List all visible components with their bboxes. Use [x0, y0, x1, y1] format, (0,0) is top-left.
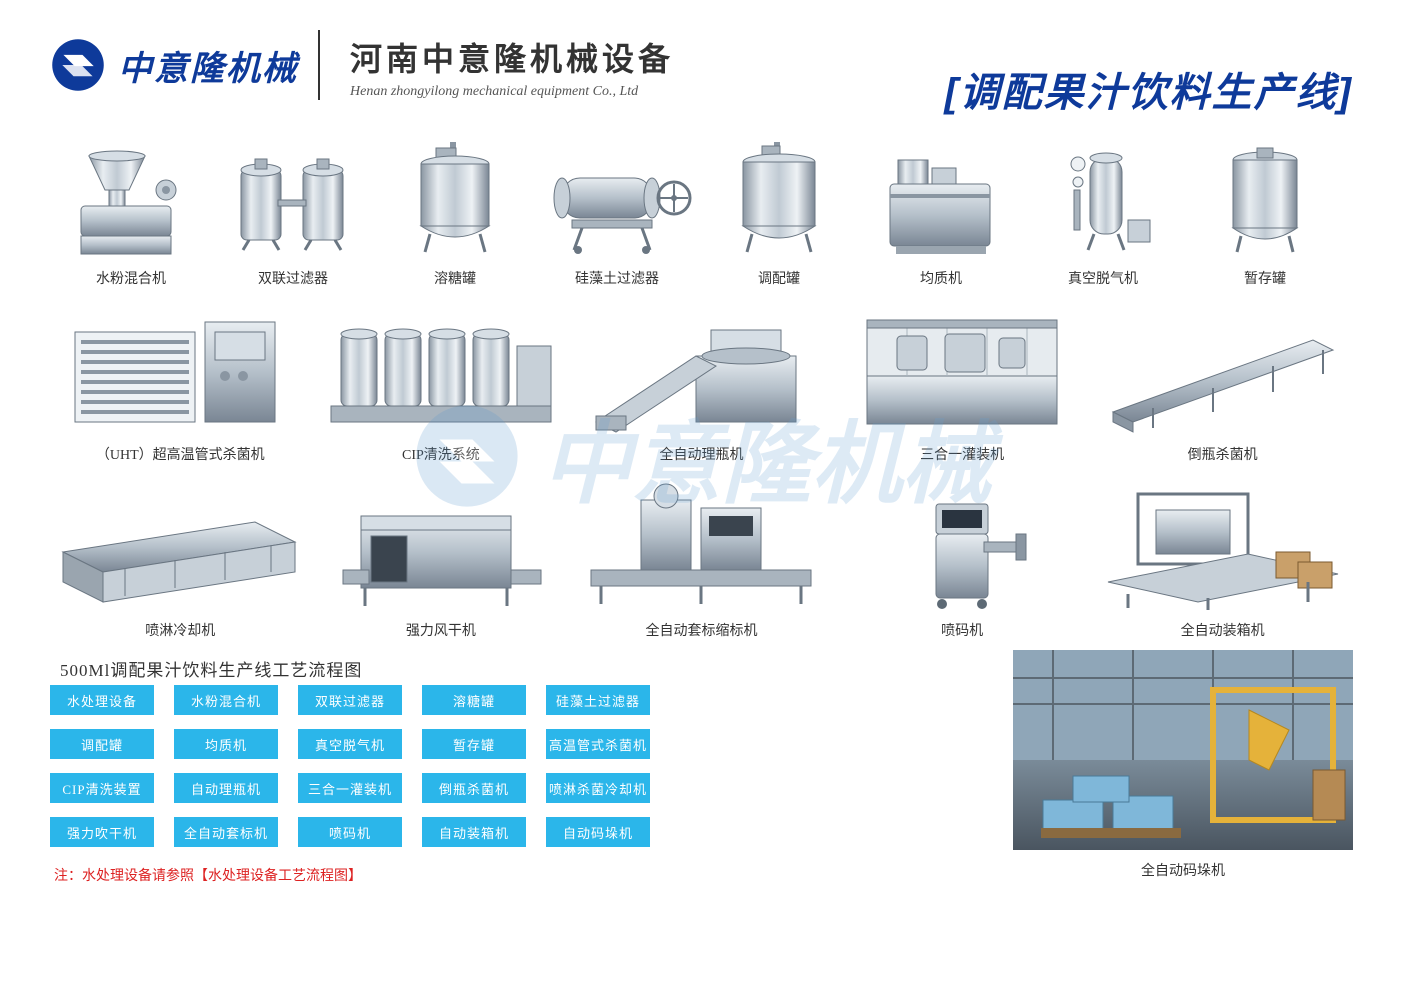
equipment-label: 全自动理瓶机: [659, 444, 743, 464]
flow-title: 500Ml调配果汁饮料生产线工艺流程图: [60, 656, 973, 681]
page-title-block: [调配果汁饮料生产线]: [944, 30, 1353, 118]
equipment-image: [1184, 128, 1346, 260]
equipment-image: [571, 470, 832, 612]
photo-box: [1013, 650, 1353, 850]
flow-cell: 自动装箱机: [422, 817, 526, 847]
flow-cell: 暂存罐: [422, 729, 526, 759]
equipment-item: 调配罐: [698, 128, 860, 288]
flow-row: CIP清洗装置 自动理瓶机 三合一灌装机 倒瓶杀菌机 喷淋杀菌冷却机: [50, 773, 973, 803]
equipment-image: [311, 294, 572, 436]
photo-label: 全自动码垛机: [1141, 860, 1225, 880]
equipment-row-3: 喷淋冷却机 强力风干机: [50, 470, 1353, 640]
equipment-image: [832, 470, 1093, 612]
equipment-row-1: 水粉混合机 双联: [50, 128, 1353, 288]
flow-cell: 硅藻土过滤器: [546, 685, 650, 715]
equipment-label: 全自动套标缩标机: [645, 620, 757, 640]
equipment-label: 硅藻土过滤器: [575, 268, 659, 288]
flow-cell: 全自动套标机: [174, 817, 278, 847]
equipment-image: [374, 128, 536, 260]
equipment-item: 水粉混合机: [50, 128, 212, 288]
equipment-label: （UHT）超高温管式杀菌机: [96, 444, 265, 464]
equipment-item: 喷码机: [832, 470, 1093, 640]
equipment-image: [50, 128, 212, 260]
equipment-label: 均质机: [920, 268, 962, 288]
equipment-item: 溶糖罐: [374, 128, 536, 288]
flow-right: 全自动码垛机: [1013, 650, 1353, 885]
flow-cell: CIP清洗装置: [50, 773, 154, 803]
company-block: 河南中意隆机械设备 Henan zhongyilong mechanical e…: [340, 30, 674, 100]
equipment-image: [50, 294, 311, 436]
equipment-item: （UHT）超高温管式杀菌机: [50, 294, 311, 464]
flow-grid: 水处理设备 水粉混合机 双联过滤器 溶糖罐 硅藻土过滤器 调配罐 均质机 真空脱…: [50, 685, 973, 847]
equipment-item: 真空脱气机: [1022, 128, 1184, 288]
equipment-image: [860, 128, 1022, 260]
flow-cell: 水粉混合机: [174, 685, 278, 715]
logo-text: 中意隆机械: [118, 41, 298, 90]
flow-cell: 喷码机: [298, 817, 402, 847]
equipment-image: [698, 128, 860, 260]
flow-row: 水处理设备 水粉混合机 双联过滤器 溶糖罐 硅藻土过滤器: [50, 685, 973, 715]
equipment-item: 均质机: [860, 128, 1022, 288]
header: 中意隆机械 河南中意隆机械设备 Henan zhongyilong mechan…: [50, 30, 1353, 118]
equipment-label: 三合一灌装机: [920, 444, 1004, 464]
flow-left: 500Ml调配果汁饮料生产线工艺流程图 水处理设备 水粉混合机 双联过滤器 溶糖…: [50, 650, 973, 885]
equipment-item: 双联过滤器: [212, 128, 374, 288]
flow-cell: 真空脱气机: [298, 729, 402, 759]
flow-cell: 均质机: [174, 729, 278, 759]
equipment-item: 全自动套标缩标机: [571, 470, 832, 640]
equipment-item: 全自动装箱机: [1092, 470, 1353, 640]
equipment-label: 水粉混合机: [96, 268, 166, 288]
flow-cell: 自动理瓶机: [174, 773, 278, 803]
equipment-image: [832, 294, 1093, 436]
flow-cell: 双联过滤器: [298, 685, 402, 715]
equipment-item: 倒瓶杀菌机: [1092, 294, 1353, 464]
flow-note: 注：水处理设备请参照【水处理设备工艺流程图】: [54, 865, 973, 885]
flow-cell: 强力吹干机: [50, 817, 154, 847]
company-name-cn: 河南中意隆机械设备: [350, 34, 674, 80]
flow-row: 强力吹干机 全自动套标机 喷码机 自动装箱机 自动码垛机: [50, 817, 973, 847]
flow-cell: 溶糖罐: [422, 685, 526, 715]
company-name-en: Henan zhongyilong mechanical equipment C…: [350, 84, 674, 100]
logo-block: 中意隆机械: [50, 30, 320, 100]
equipment-item: 暂存罐: [1184, 128, 1346, 288]
equipment-item: 三合一灌装机: [832, 294, 1093, 464]
equipment-image: [571, 294, 832, 436]
flow-section: 500Ml调配果汁饮料生产线工艺流程图 水处理设备 水粉混合机 双联过滤器 溶糖…: [50, 650, 1353, 885]
flow-cell: 水处理设备: [50, 685, 154, 715]
flow-cell: 倒瓶杀菌机: [422, 773, 526, 803]
flow-cell: 调配罐: [50, 729, 154, 759]
equipment-image: [536, 128, 698, 260]
equipment-image: [212, 128, 374, 260]
equipment-label: 全自动装箱机: [1181, 620, 1265, 640]
equipment-label: 调配罐: [758, 268, 800, 288]
equipment-label: 喷码机: [941, 620, 983, 640]
equipment-label: 双联过滤器: [258, 268, 328, 288]
page-title: [调配果汁饮料生产线]: [944, 60, 1353, 118]
equipment-item: 硅藻土过滤器: [536, 128, 698, 288]
flow-cell: 高温管式杀菌机: [546, 729, 650, 759]
flow-cell: 喷淋杀菌冷却机: [546, 773, 650, 803]
equipment-image: [50, 470, 311, 612]
flow-cell: 三合一灌装机: [298, 773, 402, 803]
equipment-item: 强力风干机: [311, 470, 572, 640]
equipment-item: CIP清洗系统: [311, 294, 572, 464]
equipment-image: [311, 470, 572, 612]
equipment-item: 全自动理瓶机: [571, 294, 832, 464]
equipment-label: CIP清洗系统: [402, 444, 480, 464]
logo-icon: [50, 37, 106, 93]
equipment-label: 暂存罐: [1244, 268, 1286, 288]
equipment-label: 溶糖罐: [434, 268, 476, 288]
equipment-row-2: （UHT）超高温管式杀菌机: [50, 294, 1353, 464]
equipment-label: 强力风干机: [406, 620, 476, 640]
equipment-image: [1092, 294, 1353, 436]
flow-row: 调配罐 均质机 真空脱气机 暂存罐 高温管式杀菌机: [50, 729, 973, 759]
equipment-image: [1092, 470, 1353, 612]
equipment-label: 喷淋冷却机: [145, 620, 215, 640]
equipment-label: 倒瓶杀菌机: [1188, 444, 1258, 464]
equipment-label: 真空脱气机: [1068, 268, 1138, 288]
flow-cell: 自动码垛机: [546, 817, 650, 847]
equipment-item: 喷淋冷却机: [50, 470, 311, 640]
equipment-image: [1022, 128, 1184, 260]
